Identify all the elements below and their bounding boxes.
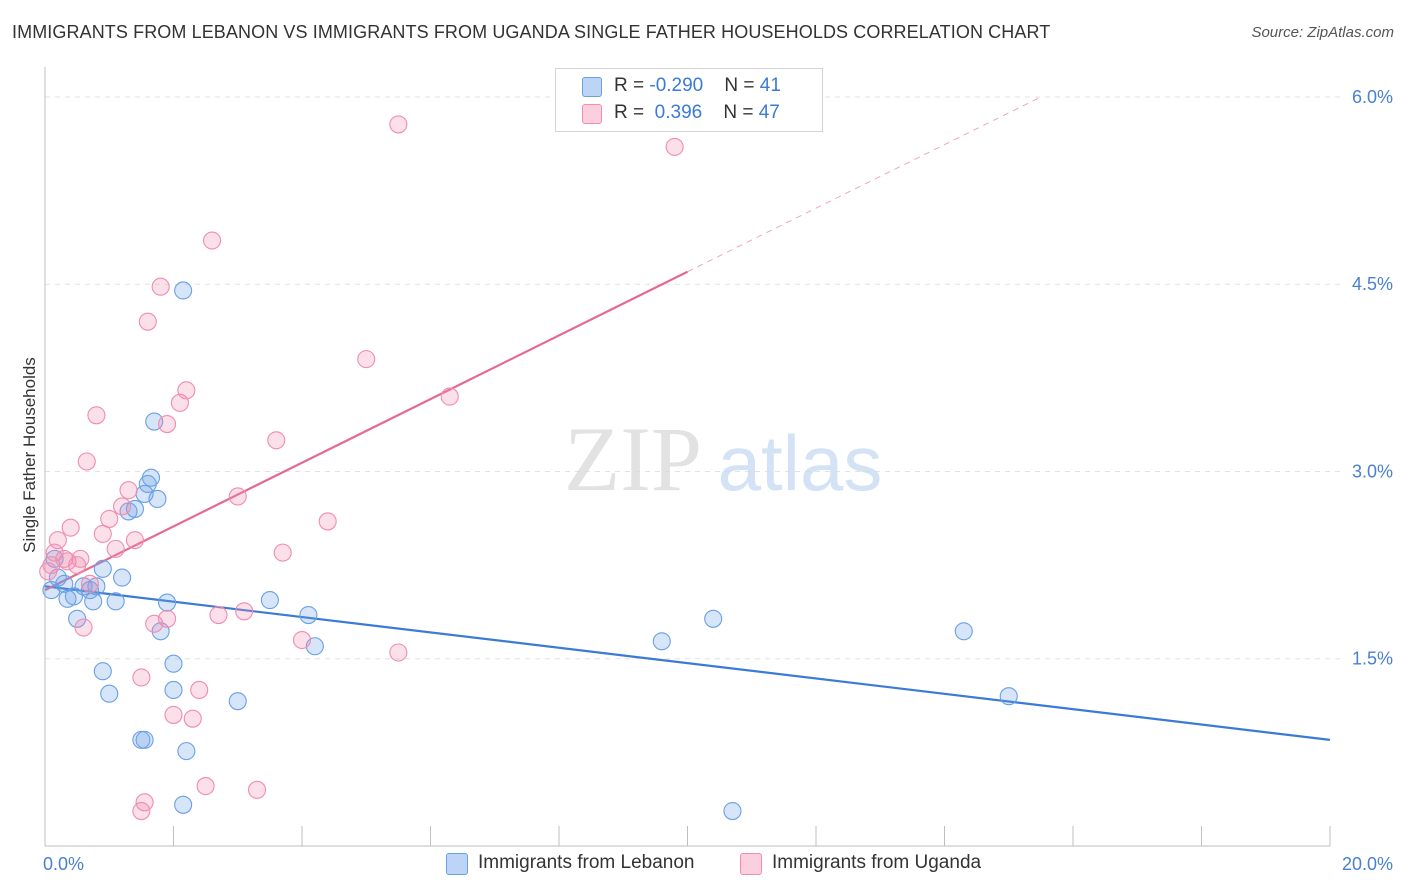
point-lebanon <box>260 591 279 610</box>
point-uganda <box>132 668 151 687</box>
point-uganda <box>389 115 408 134</box>
point-uganda <box>235 602 254 621</box>
point-uganda <box>183 709 202 728</box>
point-lebanon <box>164 654 183 673</box>
legend-swatch-lebanon <box>582 77 602 97</box>
point-uganda <box>151 277 170 296</box>
point-lebanon <box>135 730 154 749</box>
point-uganda <box>61 518 80 537</box>
bottom-legend-label-lebanon: Immigrants from Lebanon <box>478 852 695 873</box>
point-uganda <box>125 531 144 550</box>
point-uganda <box>74 618 93 637</box>
point-uganda <box>357 350 376 369</box>
point-lebanon <box>148 489 167 508</box>
point-uganda <box>80 574 100 593</box>
point-lebanon <box>158 593 177 612</box>
point-uganda <box>267 431 286 450</box>
chart-title: IMMIGRANTS FROM LEBANON VS IMMIGRANTS FR… <box>12 22 1051 42</box>
watermark-zip: ZIP <box>564 408 702 510</box>
tick-labels: 1.5% 3.0% 4.5% 6.0% 0.0% 20.0% <box>43 87 1393 874</box>
y-tick-label: 3.0% <box>1352 461 1393 481</box>
point-lebanon <box>84 592 103 611</box>
data-points <box>39 115 1018 821</box>
point-lebanon <box>164 680 183 700</box>
point-uganda <box>87 406 106 425</box>
point-uganda <box>113 497 132 516</box>
y-tick-label: 6.0% <box>1352 87 1393 107</box>
legend-n-value: 41 <box>759 75 781 96</box>
point-lebanon <box>93 662 112 681</box>
watermark: ZIP atlas <box>564 408 882 510</box>
y-axis-title: Single Father Households <box>20 357 39 553</box>
point-lebanon <box>177 742 196 761</box>
grid-lines <box>45 96 1340 660</box>
point-lebanon <box>100 684 119 703</box>
correlation-legend: R = -0.290 N = 41 R = 0.396 N = 47 <box>555 68 823 132</box>
point-uganda <box>119 481 138 500</box>
point-uganda <box>93 524 112 543</box>
legend-r-value: -0.290 <box>649 75 704 96</box>
point-lebanon <box>141 468 161 487</box>
source-label: Source: ZipAtlas.com <box>1251 24 1394 41</box>
axes <box>44 67 1331 847</box>
point-uganda <box>190 680 209 700</box>
point-lebanon <box>723 801 742 821</box>
point-uganda <box>177 381 196 400</box>
point-lebanon <box>704 609 723 628</box>
point-uganda <box>247 780 267 799</box>
trend-lines <box>44 96 1331 741</box>
trend-line-uganda <box>44 270 688 592</box>
point-uganda <box>158 609 177 628</box>
point-uganda <box>132 801 151 821</box>
point-lebanon <box>954 622 973 641</box>
y-tick-label: 1.5% <box>1352 649 1393 669</box>
legend-r-label: R = <box>614 75 650 96</box>
point-lebanon <box>93 559 112 578</box>
point-lebanon <box>999 687 1018 706</box>
bottom-legend-label-uganda: Immigrants from Uganda <box>772 852 982 873</box>
point-lebanon <box>113 568 132 587</box>
y-tick-label: 4.5% <box>1352 274 1393 294</box>
point-uganda <box>292 630 312 650</box>
point-uganda <box>48 531 67 550</box>
point-lebanon <box>64 587 83 606</box>
point-lebanon <box>174 795 193 814</box>
point-lebanon <box>299 605 318 625</box>
legend-n-label: N = <box>723 102 759 123</box>
legend-n-value: 47 <box>758 102 780 123</box>
x-tick-label-min: 0.0% <box>43 854 84 874</box>
watermark-atlas: atlas <box>718 419 883 507</box>
point-lebanon <box>55 574 74 593</box>
point-uganda <box>389 643 408 662</box>
legend-swatch-uganda <box>582 104 602 124</box>
point-uganda <box>203 231 222 250</box>
point-lebanon <box>174 281 193 300</box>
point-lebanon <box>652 632 671 651</box>
point-uganda <box>100 509 119 528</box>
point-lebanon <box>106 592 125 611</box>
point-uganda <box>106 539 125 558</box>
bottom-legend-swatch-lebanon <box>446 853 468 875</box>
point-uganda <box>228 487 247 506</box>
point-uganda <box>138 312 157 331</box>
point-uganda <box>665 137 684 156</box>
point-uganda <box>440 387 459 406</box>
point-uganda <box>158 414 177 434</box>
trend-line-lebanon <box>44 585 1331 741</box>
legend-n-label: N = <box>724 75 760 96</box>
point-uganda <box>273 543 292 562</box>
point-uganda <box>318 512 337 531</box>
legend-r-label: R = <box>614 102 650 123</box>
point-uganda <box>71 549 90 568</box>
point-lebanon <box>228 692 247 711</box>
legend-r-value: 0.396 <box>649 102 703 123</box>
point-uganda <box>164 705 183 724</box>
point-uganda <box>209 605 228 625</box>
bottom-legend-swatch-uganda <box>740 853 762 875</box>
x-tick-label-max: 20.0% <box>1342 854 1393 874</box>
point-uganda <box>77 452 96 471</box>
point-uganda <box>196 777 215 796</box>
